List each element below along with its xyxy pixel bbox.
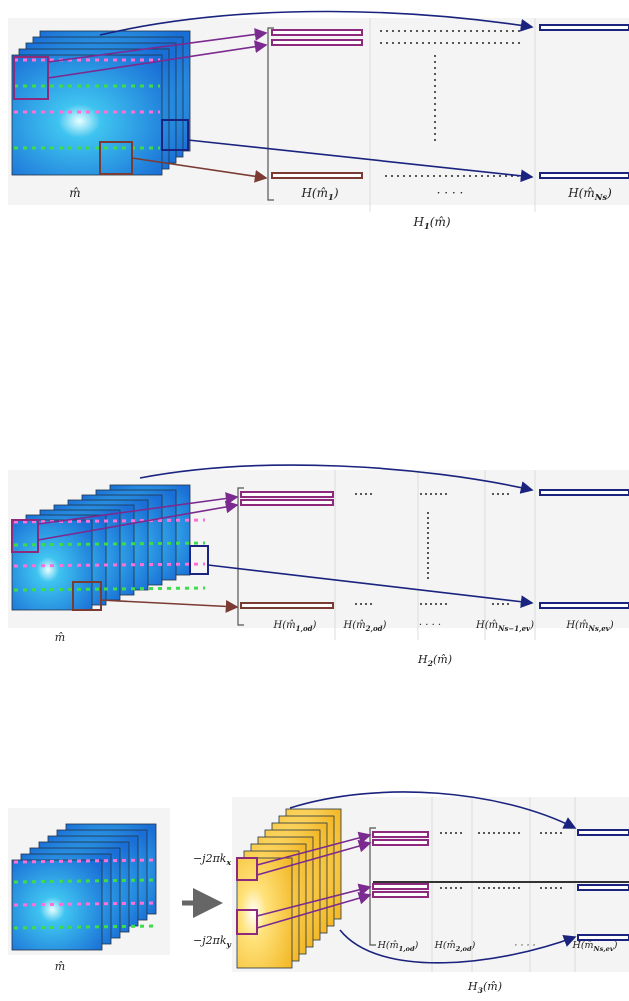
text-part: ) (609, 620, 614, 631)
subscript: Ns (594, 192, 608, 202)
vector-bar (540, 490, 629, 495)
text-part: −j2πk (193, 934, 227, 947)
text-part: H(m̂ (434, 940, 456, 951)
vector-bar (578, 830, 629, 835)
text-part: H (412, 215, 424, 229)
subscript: x (225, 858, 231, 867)
subscript: 1,od (399, 945, 415, 953)
text-part: ) (471, 940, 476, 951)
text-part: H(m̂ (273, 620, 296, 631)
subscript: 2,od (365, 624, 383, 633)
text-part: −j2πk (193, 852, 227, 865)
column-label: H(m̂1) (300, 186, 338, 202)
input-label: m̂ (55, 631, 65, 644)
subscript: Ns−1,ev (497, 624, 531, 633)
image-layer (237, 858, 292, 968)
image-layer (12, 55, 162, 175)
vector-bar (540, 25, 629, 30)
text-part: H (417, 653, 428, 666)
column-label: · · · · (437, 186, 464, 200)
column-label: · · · · (514, 940, 535, 951)
input-label: m̂ (69, 186, 80, 200)
text-part: H(m̂ (300, 186, 328, 200)
vector-bar (373, 832, 428, 837)
text-part: ) (333, 186, 339, 200)
text-part: ) (606, 186, 612, 200)
text-part: (m̂) (483, 980, 502, 993)
vector-bar (241, 500, 333, 505)
text-part: H(m̂ (475, 620, 498, 631)
vector-bar (272, 173, 362, 178)
operator-caption: H1(m̂) (412, 215, 450, 231)
text-part: H(m̂ (565, 620, 588, 631)
text-part: H (467, 980, 478, 993)
operator-caption: H2(m̂) (417, 653, 452, 668)
vector-bar (373, 884, 428, 889)
text-part: · · · · (437, 186, 464, 200)
text-part: · · · · (514, 940, 535, 951)
vector-bar (272, 30, 362, 35)
text-part: ) (529, 620, 534, 631)
vector-bar (272, 40, 362, 45)
text-part: (m̂) (433, 653, 452, 666)
text-part: (m̂) (430, 215, 451, 229)
vector-bar (578, 885, 629, 890)
subscript: y (226, 940, 232, 949)
subscript: Ns,ev (587, 624, 610, 633)
subscript: 2,od (455, 945, 472, 953)
vector-bar (373, 840, 428, 845)
operator-label: −j2πky (193, 934, 232, 949)
operator-label: −j2πkx (193, 852, 232, 867)
subscript: 1,od (296, 624, 313, 633)
vector-bar (540, 173, 629, 178)
subscript: Ns,ev (593, 945, 614, 953)
text-part: H(m̂ (572, 940, 594, 951)
figure: m̂H(m̂1)· · · ·H(m̂Ns)H1(m̂)m̂H(m̂1,od)H… (0, 0, 629, 1001)
text-part: H(m̂ (377, 940, 399, 951)
text-part: H(m̂ (343, 620, 366, 631)
input-label: m̂ (55, 960, 65, 973)
text-part: ) (613, 940, 618, 951)
text-part: ) (414, 940, 419, 951)
vector-bar (241, 492, 333, 497)
column-label: · · · · (419, 620, 441, 631)
text-part: ) (382, 620, 387, 631)
text-part: H(m̂ (567, 186, 595, 200)
vector-bar (373, 892, 428, 897)
text-part: · · · · (419, 620, 441, 631)
vector-bar (540, 603, 629, 608)
text-part: ) (312, 620, 317, 631)
operator-caption: H3(m̂) (467, 980, 502, 995)
vector-bar (241, 603, 333, 608)
